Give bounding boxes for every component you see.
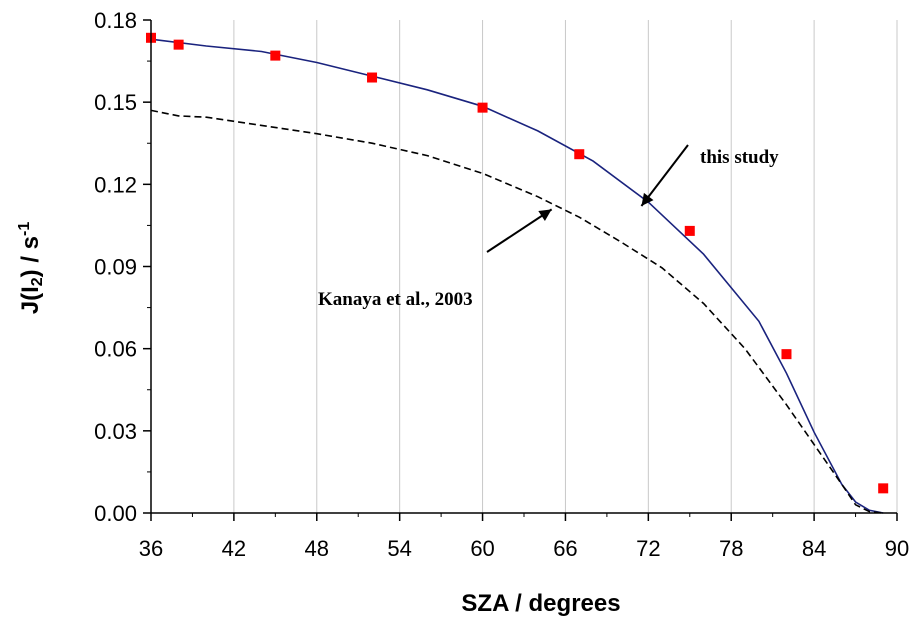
- annotation-arrow-shaft: [640, 144, 689, 207]
- data-point-marker: [684, 225, 695, 236]
- y-axis-title-sup: -1: [16, 222, 33, 236]
- y-tick-label: 0.06: [94, 337, 137, 362]
- x-tick-label: 90: [885, 536, 909, 561]
- axes: 36 42 48 54 60 66 72 78 84 90 0.00 0.03 0.06 0.09 0.12…: [94, 8, 909, 561]
- x-tick-label: 72: [636, 536, 660, 561]
- y-tick-label: 0.00: [94, 501, 137, 526]
- data-point-marker: [173, 39, 184, 50]
- grid-lines: [233, 20, 898, 513]
- x-tick-label: 66: [553, 536, 577, 561]
- series-line-solid: [150, 38, 884, 514]
- data-point-marker: [574, 149, 585, 160]
- y-tick-label: 0.12: [94, 172, 137, 197]
- annotation-arrow-head: [641, 192, 654, 207]
- y-axis-title-main: J(I: [17, 286, 44, 314]
- data-point-marker: [477, 102, 488, 113]
- series-group: [146, 32, 889, 514]
- x-tick-label: 78: [719, 536, 743, 561]
- x-axis-title: SZA / degrees: [461, 590, 620, 617]
- y-axis-title-mid: ) / s: [17, 236, 44, 277]
- x-tick-label: 60: [470, 536, 494, 561]
- y-tick-label: 0.03: [94, 419, 137, 444]
- data-point-marker: [878, 483, 889, 494]
- data-point-marker: [270, 50, 281, 61]
- annotation-this-study: this study: [700, 147, 779, 168]
- y-axis-title-sub: 2: [29, 277, 46, 286]
- x-tick-label: 54: [387, 536, 411, 561]
- y-tick-label: 0.15: [94, 90, 137, 115]
- annotation-kanaya: Kanaya et al., 2003: [318, 289, 473, 310]
- y-axis-title: J(I2) / s-1: [16, 222, 46, 315]
- y-tick-label: 0.09: [94, 255, 137, 280]
- data-point-marker: [781, 349, 792, 360]
- series-line-dashed: [150, 109, 884, 514]
- x-tick-label: 42: [222, 536, 246, 561]
- annotations: this study Kanaya et al., 2003: [318, 144, 779, 310]
- annotation-arrow-shaft: [486, 208, 553, 253]
- x-tick-label: 84: [802, 536, 826, 561]
- y-tick-label: 0.18: [94, 8, 137, 33]
- x-tick-label: 48: [305, 536, 329, 561]
- annotation-arrow-head: [538, 209, 552, 222]
- data-point-marker: [367, 72, 378, 83]
- x-tick-label: 36: [139, 536, 163, 561]
